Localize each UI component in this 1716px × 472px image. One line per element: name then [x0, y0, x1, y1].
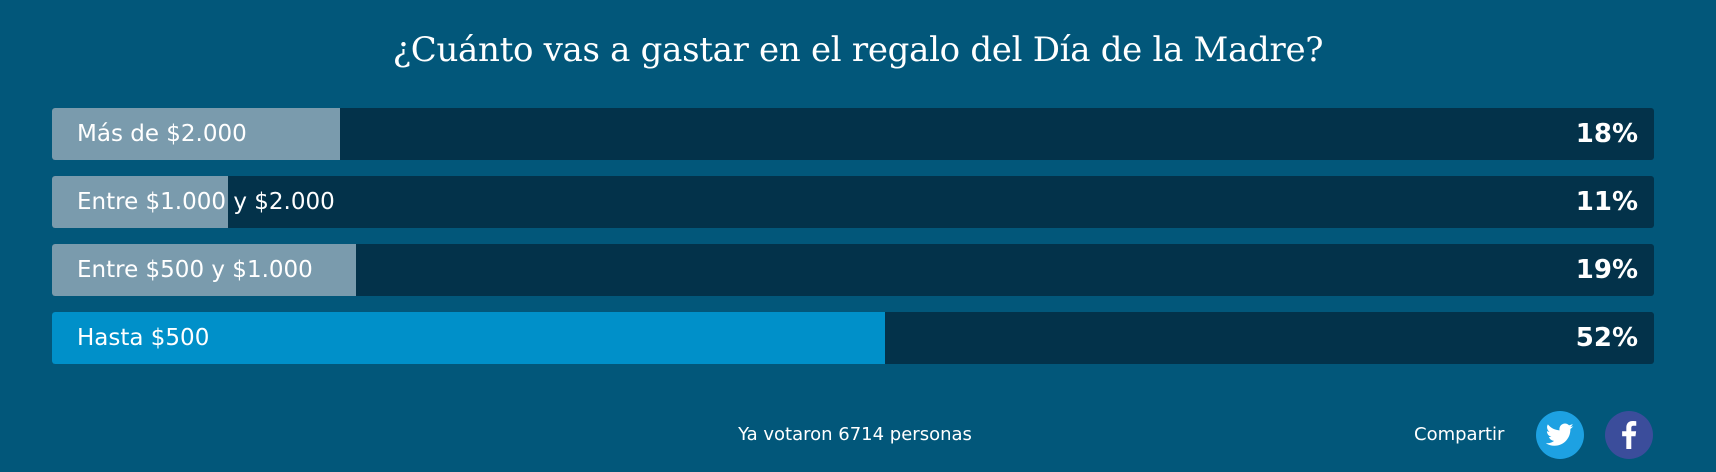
facebook-icon [1621, 421, 1637, 449]
share-facebook-button[interactable] [1605, 411, 1653, 459]
option-percent: 52% [1575, 323, 1638, 353]
poll-option-0[interactable]: Más de $2.000 18% [52, 108, 1654, 160]
poll-options: Más de $2.000 18% Entre $1.000 y $2.000 … [52, 108, 1654, 380]
option-percent: 11% [1575, 187, 1638, 217]
poll-option-3[interactable]: Hasta $500 52% [52, 312, 1654, 364]
poll-option-2[interactable]: Entre $500 y $1.000 19% [52, 244, 1654, 296]
option-result-bar [52, 312, 886, 364]
option-label: Más de $2.000 [77, 121, 247, 147]
share-twitter-button[interactable] [1536, 411, 1584, 459]
option-percent: 19% [1575, 255, 1638, 285]
share-label: Compartir [1414, 424, 1505, 445]
option-label: Hasta $500 [77, 325, 210, 351]
poll-option-1[interactable]: Entre $1.000 y $2.000 11% [52, 176, 1654, 228]
poll-question: ¿Cuánto vas a gastar en el regalo del Dí… [392, 30, 1324, 70]
vote-count: Ya votaron 6714 personas [738, 424, 972, 445]
option-percent: 18% [1575, 119, 1638, 149]
option-label: Entre $500 y $1.000 [77, 257, 313, 283]
option-result-bar [52, 244, 357, 296]
option-result-bar [52, 176, 229, 228]
option-result-bar [52, 108, 341, 160]
option-label: Entre $1.000 y $2.000 [77, 189, 335, 215]
twitter-icon [1546, 423, 1574, 447]
